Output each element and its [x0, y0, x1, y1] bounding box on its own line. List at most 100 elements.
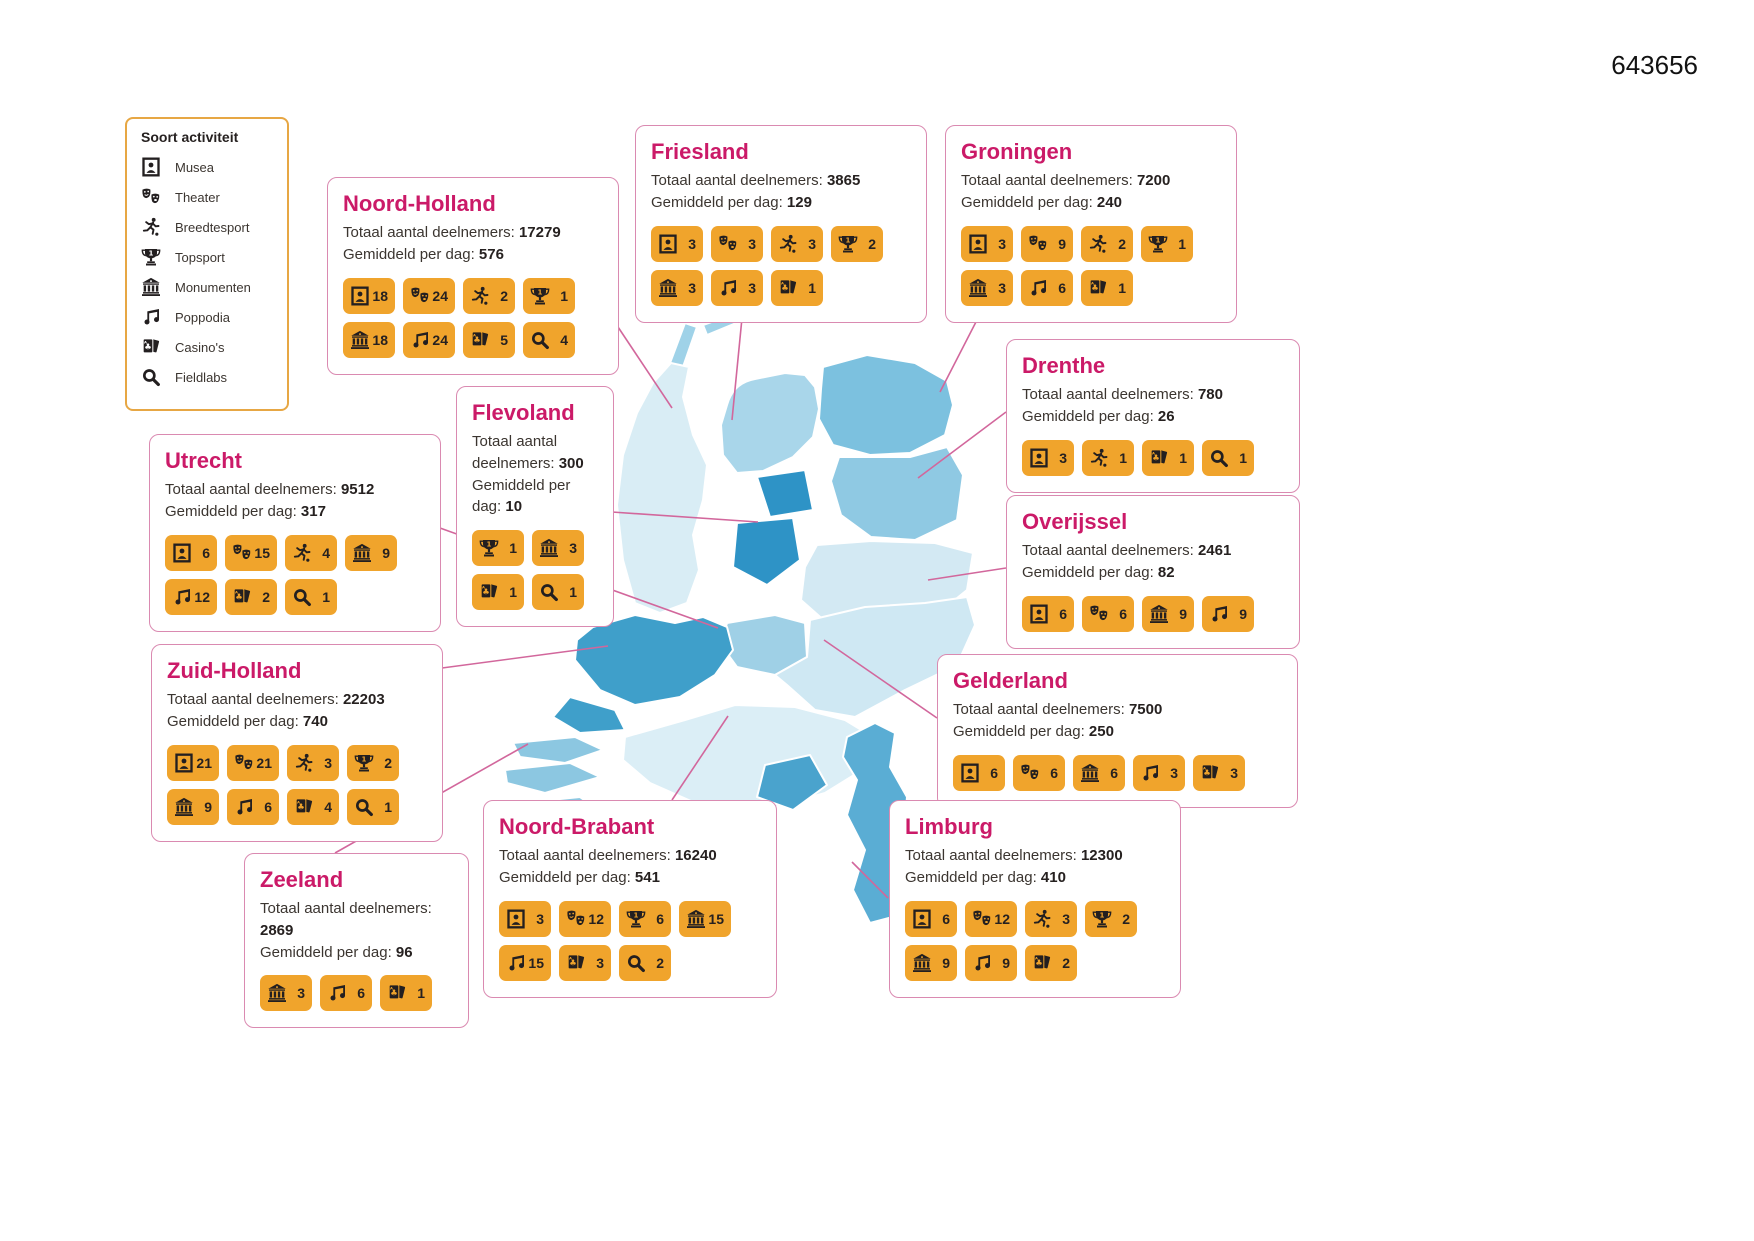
poppodia-icon — [410, 330, 430, 350]
badge-value: 2 — [1062, 954, 1070, 971]
activity-badge-theater: 3 — [711, 225, 763, 262]
total-label: Totaal aantal deelnemers: — [905, 847, 1077, 864]
badge-value: 4 — [560, 331, 568, 348]
badge-value: 6 — [264, 798, 272, 815]
per-day-value: 740 — [302, 712, 328, 730]
musea-icon — [968, 234, 988, 254]
province-card-noord-brabant: Noord-Brabant Totaal aantal deelnemers: … — [483, 800, 777, 998]
badge-value: 9 — [1058, 235, 1066, 252]
badge-value: 21 — [196, 754, 212, 771]
total-label: Totaal aantal deelnemers: — [1022, 542, 1194, 559]
badge-value: 2 — [500, 287, 508, 304]
topsport-icon — [479, 538, 499, 558]
casinos-icon — [566, 953, 586, 973]
map-region-drenthe — [830, 446, 964, 541]
badge-value: 3 — [998, 279, 1006, 296]
activity-badge-poppodia: 6 — [227, 788, 279, 825]
monumenten-icon — [352, 543, 372, 563]
badge-value: 12 — [588, 910, 604, 927]
badge-value: 4 — [324, 798, 332, 815]
activity-badge-musea: 3 — [499, 900, 551, 937]
total-value: 16240 — [674, 847, 717, 864]
badge-value: 1 — [560, 287, 568, 304]
monumenten-icon — [174, 797, 194, 817]
badge-value: 18 — [372, 331, 388, 348]
badge-grid: 3 1 1 1 — [1022, 439, 1284, 476]
musea-icon — [912, 909, 932, 929]
activity-badge-monumenten: 9 — [167, 788, 219, 825]
badge-value: 24 — [432, 287, 448, 304]
per-day-value: 250 — [1088, 722, 1114, 740]
activity-badge-casinos: 1 — [380, 975, 432, 1012]
topsport-icon — [1092, 909, 1112, 929]
activity-badge-casinos: 3 — [559, 944, 611, 981]
per-day-label: Gemiddeld per dag: — [165, 502, 297, 520]
monumenten-icon — [539, 538, 559, 558]
badge-value: 3 — [748, 235, 756, 252]
badge-value: 9 — [204, 798, 212, 815]
total-label: Totaal aantal deelnemers: — [260, 900, 432, 917]
total-label: Totaal aantal deelnemers: — [165, 481, 337, 498]
casinos-icon — [1088, 278, 1108, 298]
activity-badge-monumenten: 3 — [260, 975, 312, 1012]
legend-item-label: Poppodia — [175, 309, 230, 325]
theater-icon — [141, 187, 161, 207]
poppodia-icon — [234, 797, 254, 817]
badge-value: 2 — [656, 954, 664, 971]
badge-value: 6 — [357, 985, 365, 1002]
activity-badge-theater: 9 — [1021, 225, 1073, 262]
casinos-icon — [232, 587, 252, 607]
musea-icon — [1029, 604, 1049, 624]
badge-value: 9 — [1239, 605, 1247, 622]
activity-badge-monumenten: 18 — [343, 321, 395, 358]
badge-value: 6 — [202, 544, 210, 561]
badge-value: 3 — [688, 235, 696, 252]
province-name: Noord-Brabant — [499, 814, 655, 839]
badge-grid: 21 21 3 2 9 6 4 1 — [167, 744, 427, 825]
map-region-noord-brabant — [622, 704, 874, 811]
activity-badge-casinos: 5 — [463, 321, 515, 358]
activity-badge-fieldlabs: 1 — [347, 788, 399, 825]
badge-value: 9 — [1002, 954, 1010, 971]
province-card-noord-holland: Noord-Holland Totaal aantal deelnemers: … — [327, 177, 619, 375]
activity-badge-monumenten: 3 — [651, 269, 703, 306]
badge-value: 3 — [569, 540, 577, 556]
per-day-label: Gemiddeld per dag: — [1022, 563, 1154, 581]
activity-badge-musea: 6 — [905, 900, 957, 937]
badge-value: 9 — [1179, 605, 1187, 622]
province-card-groningen: Groningen Totaal aantal deelnemers: 7200… — [945, 125, 1237, 323]
badge-value: 3 — [1230, 764, 1238, 781]
province-name: Overijssel — [1022, 509, 1128, 534]
breedtesport-icon — [1089, 448, 1109, 468]
poppodia-icon — [172, 587, 192, 607]
casinos-icon — [294, 797, 314, 817]
activity-badge-casinos: 1 — [472, 574, 524, 610]
total-value: 3865 — [826, 172, 861, 189]
page-number: 643656 — [1611, 50, 1698, 80]
activity-badge-poppodia: 6 — [1021, 269, 1073, 306]
province-name: Limburg — [905, 814, 993, 839]
activity-badge-musea: 6 — [1022, 595, 1074, 632]
fieldlabs-icon — [292, 587, 312, 607]
badge-value: 3 — [808, 235, 816, 252]
theater-icon — [1020, 763, 1040, 783]
legend-title: Soort activiteit — [141, 129, 239, 145]
province-name: Flevoland — [472, 400, 575, 425]
badge-grid: 6 12 3 2 9 9 2 — [905, 900, 1165, 981]
badge-value: 3 — [998, 235, 1006, 252]
badge-value: 9 — [382, 544, 390, 561]
activity-badge-fieldlabs: 1 — [532, 574, 584, 610]
per-day-label: Gemiddeld per dag: — [343, 245, 475, 263]
breedtesport-icon — [1088, 234, 1108, 254]
province-name: Groningen — [961, 139, 1073, 164]
badge-value: 1 — [569, 584, 577, 600]
legend-item-label: Fieldlabs — [175, 369, 228, 385]
badge-value: 21 — [256, 754, 272, 771]
province-card-friesland: Friesland Totaal aantal deelnemers: 3865… — [635, 125, 927, 323]
activity-badge-topsport: 1 — [1141, 225, 1193, 262]
per-day-label: Gemiddeld per dag: — [961, 193, 1093, 211]
legend-item-label: Monumenten — [175, 279, 251, 295]
poppodia-icon — [506, 953, 526, 973]
badge-value: 3 — [1170, 764, 1178, 781]
activity-badge-monumenten: 6 — [1073, 754, 1125, 791]
